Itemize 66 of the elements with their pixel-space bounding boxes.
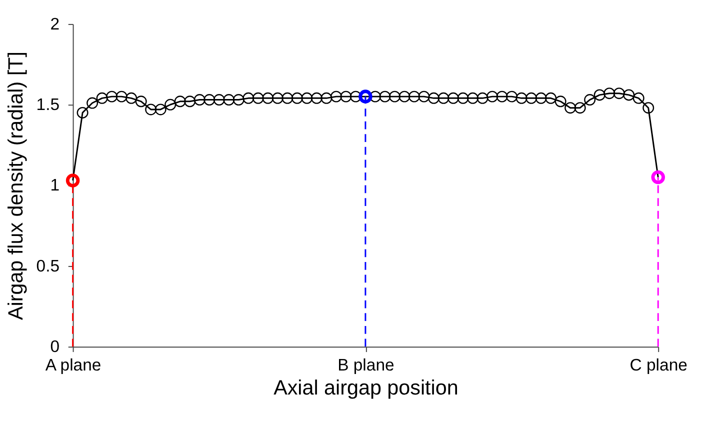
x-axis-title: Axial airgap position: [274, 376, 458, 400]
y-tick-label: 1.5: [36, 95, 60, 114]
point: [194, 94, 206, 106]
point: [330, 90, 342, 102]
point: [262, 92, 274, 104]
point: [613, 88, 625, 100]
point: [476, 92, 488, 104]
point: [623, 89, 635, 101]
y-tick-label: 1: [50, 176, 60, 195]
point: [340, 90, 352, 102]
point: [418, 90, 430, 102]
y-tick-label: 2: [50, 14, 60, 34]
point: [310, 92, 322, 104]
point: [506, 90, 518, 102]
point: [116, 90, 128, 102]
y-axis-title: Airgap flux density (radial) [T]: [4, 52, 28, 320]
point: [301, 92, 313, 104]
point: [574, 102, 586, 114]
point: [223, 94, 235, 106]
point: [594, 89, 606, 101]
point: [145, 104, 157, 116]
point: [96, 92, 108, 104]
point: [154, 104, 166, 116]
point: [516, 92, 528, 104]
point: [457, 92, 469, 104]
point: [204, 94, 216, 106]
point: [428, 92, 440, 104]
point: [272, 92, 284, 104]
point: [291, 92, 303, 104]
x-tick-label: A plane: [45, 356, 102, 375]
point: [564, 102, 576, 114]
point: [135, 96, 147, 108]
point: [320, 92, 332, 104]
y-tick-label: 0.5: [36, 256, 60, 276]
point: [604, 88, 616, 100]
point: [554, 96, 566, 108]
point: [642, 102, 654, 114]
point: [496, 90, 508, 102]
point: [584, 94, 596, 106]
point: [535, 92, 547, 104]
point: [164, 98, 176, 110]
point: [242, 92, 254, 104]
point: [526, 92, 538, 104]
point: [388, 90, 400, 102]
y-tick-label: 0: [50, 337, 60, 356]
point: [86, 97, 98, 109]
point: [632, 92, 644, 104]
point: [106, 90, 118, 102]
point: [76, 106, 88, 118]
point: [282, 92, 294, 104]
point: [486, 90, 498, 102]
point: [379, 90, 391, 102]
point: [213, 94, 225, 106]
point: [184, 96, 196, 108]
x-tick-label: C plane: [630, 356, 688, 375]
point: [174, 96, 186, 108]
point: [545, 92, 557, 104]
point: [438, 92, 450, 104]
point: [467, 92, 479, 104]
x-tick-label: B plane: [338, 356, 394, 375]
point: [126, 92, 138, 104]
point: [252, 92, 264, 104]
point: [232, 94, 244, 106]
point: [448, 92, 459, 104]
point: [408, 90, 420, 102]
point: [398, 90, 410, 102]
